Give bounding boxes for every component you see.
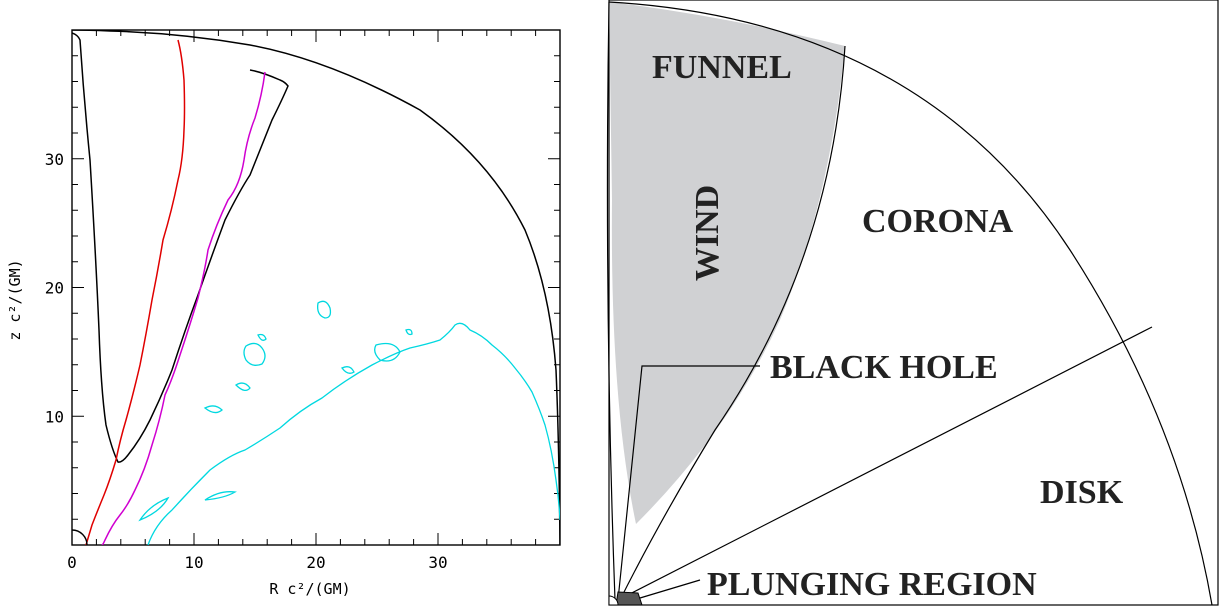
black-hole-circle: [608, 595, 619, 606]
red-contour: [85, 39, 186, 545]
cyan-contour-blob-5: [234, 382, 251, 392]
magenta-contour: [101, 71, 266, 545]
cyan-contour-blob-7: [374, 342, 401, 362]
plot-frame: [71, 29, 561, 546]
y-axis-label: z c²/(GM): [6, 259, 24, 340]
y-tick-label: 10: [45, 407, 64, 426]
outer-boundary-arc: [72, 30, 560, 545]
y-tick-label: 30: [45, 150, 64, 169]
cyan-contour-blob-2: [243, 342, 266, 366]
cyan-contour-blob-9: [204, 491, 237, 501]
contours: [72, 30, 560, 545]
cyan-contour-blob-6: [341, 366, 355, 374]
plunging-region-leader-line: [639, 579, 701, 599]
wind-funnel-region: [609, 2, 845, 524]
funnel-inner-boundary: [606, 1, 616, 601]
funnel-boundary-line: [619, 45, 846, 601]
contour-plot-panel: 0 10 20 30 10 20 30 R c²/(GM) z c²/(GM): [0, 0, 600, 611]
x-tick-label: 30: [428, 553, 447, 572]
label-black-hole: BLACK HOLE: [770, 349, 998, 386]
cyan-contour-blob-8: [405, 328, 413, 336]
axis-ticks: 0 10 20 30 10 20 30: [45, 29, 561, 572]
x-axis-label: R c²/(GM): [269, 580, 350, 598]
y-tick-label: 20: [45, 279, 64, 298]
label-disk: DISK: [1040, 474, 1124, 511]
accretion-schematic: FUNNEL WIND CORONA BLACK HOLE DISK PLUNG…: [606, 0, 1219, 606]
schematic-panel: FUNNEL WIND CORONA BLACK HOLE DISK PLUNG…: [600, 0, 1220, 611]
cyan-contour-main: [147, 322, 560, 545]
horizon-quarter-circle: [72, 529, 88, 545]
x-tick-label: 10: [184, 553, 203, 572]
label-plunging-region: PLUNGING REGION: [707, 566, 1037, 603]
plunging-region-hatch: [615, 591, 643, 606]
black-hole-leader-line: [617, 365, 760, 601]
disk-corona-boundary: [617, 326, 1153, 601]
label-funnel: FUNNEL: [652, 49, 792, 86]
cyan-contour-blob-3: [257, 333, 267, 341]
cyan-contour-blob-1: [317, 300, 332, 319]
label-wind: WIND: [689, 185, 726, 281]
x-tick-label: 20: [306, 553, 325, 572]
cyan-contour-blob-10: [138, 496, 170, 522]
label-corona: CORONA: [862, 203, 1014, 240]
cyan-contour-blob-4: [203, 405, 223, 414]
x-tick-label: 0: [67, 553, 77, 572]
contour-plot: 0 10 20 30 10 20 30 R c²/(GM) z c²/(GM): [6, 29, 561, 598]
black-contour: [72, 32, 289, 463]
outer-sphere-arc: [608, 1, 1213, 606]
